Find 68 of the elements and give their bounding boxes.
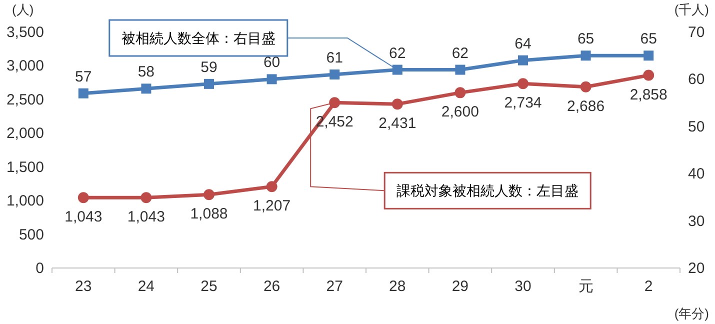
data-label: 2,734: [504, 94, 542, 112]
data-label: 1,088: [190, 206, 228, 223]
data-label: 2,431: [378, 115, 416, 132]
point: [204, 78, 214, 89]
x-tick-label: 25: [200, 278, 218, 295]
point: [580, 81, 592, 92]
data-label: 62: [389, 44, 406, 62]
x-tick-label: 30: [514, 278, 532, 295]
point: [518, 78, 528, 90]
y2-tick-label: 40: [688, 166, 705, 183]
data-label: 2,600: [441, 104, 479, 121]
x-tick-label: 2: [644, 278, 653, 295]
point: [78, 88, 88, 98]
data-label: 2,858: [630, 86, 668, 104]
data-label: 58: [138, 64, 155, 81]
data-label: 1,043: [64, 208, 102, 226]
x-tick-label: 26: [263, 278, 280, 295]
y2-tick-label: 20: [688, 260, 705, 277]
point: [266, 181, 278, 192]
data-label: 1,207: [253, 198, 291, 215]
y2-tick-label: 50: [688, 118, 705, 136]
y2-axis-title: (千人): [674, 2, 709, 17]
x-tick-label: 27: [326, 278, 343, 295]
x-tick-label: 28: [389, 278, 406, 295]
point: [455, 64, 466, 75]
y2-tick-label: 70: [688, 24, 705, 41]
y-tick-label: 0: [36, 260, 44, 277]
point: [141, 84, 152, 94]
y-axis-title: (人): [12, 2, 34, 17]
point: [643, 70, 654, 81]
y-tick-label: 2,000: [6, 125, 44, 142]
point: [329, 97, 340, 108]
y-tick-label: 1,500: [6, 158, 44, 176]
data-label: 62: [452, 44, 469, 62]
y-tick-label: 3,500: [6, 24, 44, 41]
point: [204, 189, 214, 200]
point: [392, 98, 403, 110]
x-tick-label: 29: [452, 278, 469, 295]
x-axis-title: (年分): [674, 306, 709, 321]
point: [140, 192, 152, 204]
x-tick-label: 元: [578, 278, 594, 295]
data-label: 1,043: [127, 208, 165, 226]
data-label: 57: [75, 68, 92, 86]
data-label: 64: [514, 35, 532, 52]
point: [392, 64, 402, 75]
point: [330, 69, 340, 80]
point: [78, 192, 89, 204]
annotation: 課税対象被相続人数：左目盛: [396, 182, 579, 199]
x-tick-label: 23: [75, 278, 92, 295]
data-label: 65: [640, 30, 657, 48]
point: [454, 87, 466, 98]
y-tick-label: 3,000: [6, 58, 44, 75]
y2-tick-label: 60: [688, 71, 705, 88]
data-label: 65: [577, 30, 594, 48]
data-label: 2,686: [567, 98, 605, 115]
y-tick-label: 500: [18, 226, 44, 244]
data-label: 61: [326, 49, 343, 66]
annotation: 被相続人数全体：右目盛: [121, 30, 276, 46]
point: [644, 50, 654, 61]
y-tick-label: 1,000: [6, 192, 44, 210]
x-tick-label: 24: [138, 278, 155, 295]
point: [266, 74, 277, 84]
data-label: 60: [263, 54, 280, 72]
data-label: 59: [200, 58, 218, 76]
y2-tick-label: 30: [688, 212, 705, 230]
y-tick-label: 2,500: [6, 91, 44, 108]
point: [580, 50, 591, 61]
point: [518, 55, 528, 66]
